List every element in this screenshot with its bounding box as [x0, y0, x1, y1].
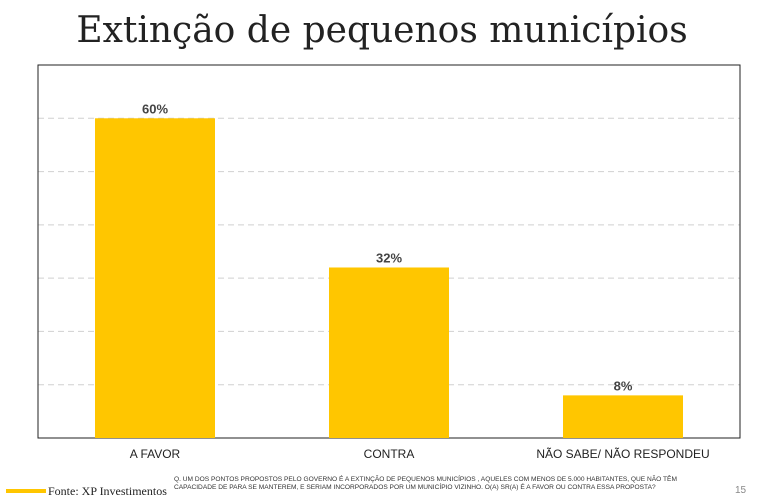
footer-accent-line [6, 489, 46, 493]
x-tick-label: NÃO SABE/ NÃO RESPONDEU [536, 447, 709, 461]
source-label: Fonte: XP Investimentos [48, 484, 167, 498]
slide-title: Extinção de pequenos municípios [76, 10, 688, 51]
bar [329, 267, 449, 438]
x-tick-label: A FAVOR [130, 447, 181, 461]
data-label: 32% [376, 250, 402, 265]
bar [563, 395, 683, 438]
data-label: 60% [142, 101, 168, 116]
bar-chart: 60% A FAVOR 32% CONTRA 8% NÃO SABE/ NÃO RESPO… [37, 64, 741, 461]
question-text: Q. UM DOS PONTOS PROPOSTOS PELO GOVERNO … [174, 476, 677, 491]
x-tick-label: CONTRA [364, 447, 415, 461]
bar [95, 118, 215, 439]
data-label: 8% [614, 378, 633, 393]
page-number: 15 [735, 485, 747, 496]
